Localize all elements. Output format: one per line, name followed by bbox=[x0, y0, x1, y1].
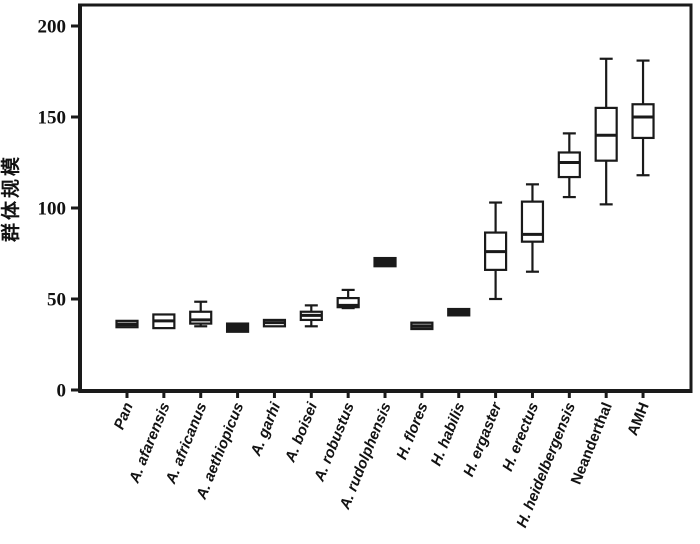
x-category-label: AMH bbox=[624, 400, 653, 438]
box bbox=[189, 310, 213, 325]
y-axis-tick-label: 200 bbox=[38, 17, 67, 38]
box bbox=[373, 256, 397, 268]
y-axis-tick-label: 50 bbox=[47, 290, 66, 311]
x-category-label: H. erectus bbox=[499, 400, 542, 474]
box bbox=[520, 200, 545, 243]
box bbox=[336, 296, 360, 309]
plot-frame bbox=[78, 3, 693, 393]
box bbox=[447, 307, 471, 317]
x-category-label: A. boisei bbox=[281, 399, 321, 465]
x-category-label: Pan bbox=[111, 400, 137, 432]
box bbox=[225, 322, 250, 333]
box bbox=[631, 103, 655, 140]
x-category-label: H. flores bbox=[393, 400, 431, 462]
box bbox=[557, 151, 581, 179]
y-axis-title: 群体规模 bbox=[0, 154, 22, 243]
y-axis-tick-label: 150 bbox=[38, 108, 67, 129]
x-category-label: A. garhi bbox=[247, 399, 284, 459]
y-axis-tick-label: 100 bbox=[38, 199, 67, 220]
y-axis-tick-label: 0 bbox=[57, 381, 67, 402]
x-category-label: H. habilis bbox=[428, 400, 469, 468]
